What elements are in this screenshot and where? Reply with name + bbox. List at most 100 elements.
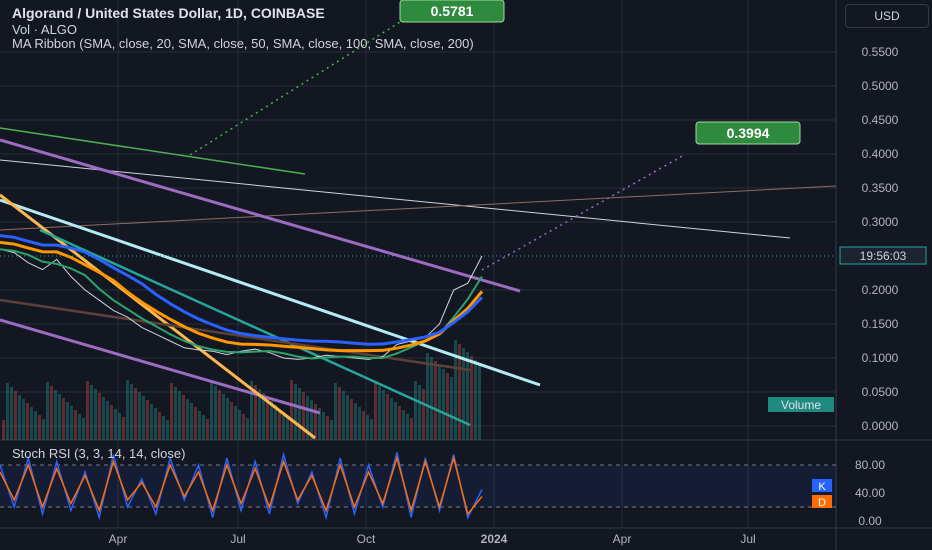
- volume-bar: [142, 396, 145, 440]
- volume-bar: [394, 402, 397, 440]
- ma-line-2: [0, 234, 484, 346]
- ma-line-0: [0, 248, 483, 360]
- volume-bar: [478, 364, 481, 440]
- volume-bar: [402, 410, 405, 440]
- volume-bar: [458, 344, 461, 440]
- volume-bar: [234, 406, 237, 440]
- volume-bar: [214, 386, 217, 440]
- time-axis-label: Apr: [613, 532, 632, 546]
- volume-bar: [346, 395, 349, 440]
- time-axis-label: Oct: [357, 532, 376, 546]
- volume-bar: [350, 399, 353, 440]
- volume-bar: [450, 377, 453, 440]
- volume-bar: [114, 409, 117, 440]
- volume-bar: [78, 414, 81, 440]
- volume-bar: [278, 409, 281, 440]
- volume-bar: [462, 348, 465, 440]
- volume-bar: [14, 391, 17, 440]
- countdown-timer: 19:56:03: [860, 249, 907, 263]
- volume-bar: [314, 404, 317, 440]
- price-tick-label: 0.3500: [862, 181, 899, 195]
- volume-bar: [334, 383, 337, 440]
- time-axis-label: Jul: [230, 532, 245, 546]
- volume-bar: [30, 407, 33, 440]
- volume-bar: [154, 408, 157, 440]
- ma-line-1: [0, 240, 484, 353]
- price-tick-label: 0.1000: [862, 351, 899, 365]
- time-axis-label: 2024: [481, 532, 508, 546]
- volume-bar: [198, 411, 201, 440]
- target-callout-box: [399, 0, 505, 23]
- target-callout-label: 0.5781: [431, 3, 474, 19]
- volume-tag-label: Volume: [781, 398, 821, 412]
- volume-bar: [46, 382, 49, 440]
- volume-bar: [398, 406, 401, 440]
- volume-bar: [6, 383, 9, 440]
- volume-bar: [42, 419, 45, 440]
- volume-bar: [382, 390, 385, 440]
- volume-bar: [54, 390, 57, 440]
- stoch-tick-label: 40.00: [855, 486, 885, 500]
- price-tick-label: 0.2000: [862, 283, 899, 297]
- price-tick-label: 0.1500: [862, 317, 899, 331]
- volume-bar: [210, 382, 213, 440]
- volume-bar: [138, 392, 141, 440]
- volume-bar: [358, 407, 361, 440]
- volume-bar: [266, 397, 269, 440]
- stoch-d-label: D: [818, 497, 826, 509]
- volume-bar: [258, 389, 261, 440]
- volume-bar: [38, 415, 41, 440]
- volume-bar: [474, 360, 477, 440]
- volume-bar: [362, 411, 365, 440]
- stoch-tick-label: 80.00: [855, 458, 885, 472]
- volume-bar: [126, 380, 129, 440]
- volume-bar: [442, 369, 445, 440]
- stoch-tick-label: 0.00: [858, 514, 882, 528]
- price-tick-label: 0.4000: [862, 147, 899, 161]
- volume-bar: [174, 387, 177, 440]
- trend-line-0: [0, 127, 306, 175]
- stoch-d-tag: [812, 495, 832, 508]
- volume-bar: [418, 385, 421, 440]
- ma-ribbon-legend: MA Ribbon (SMA, close, 20, SMA, close, 5…: [12, 36, 474, 51]
- volume-bar: [226, 398, 229, 440]
- price-tick-label: 0.0000: [862, 419, 899, 433]
- volume-bar: [178, 391, 181, 440]
- volume-bar: [146, 400, 149, 440]
- volume-bar: [206, 419, 209, 440]
- volume-bar: [50, 386, 53, 440]
- volume-bar: [2, 420, 5, 440]
- volume-bar: [62, 398, 65, 440]
- volume-bar: [262, 393, 265, 440]
- volume-bar: [118, 413, 121, 440]
- volume-bar: [230, 402, 233, 440]
- currency-button[interactable]: USD: [845, 4, 929, 28]
- trend-line-3: [0, 138, 521, 293]
- volume-bar: [90, 385, 93, 440]
- volume-bar: [22, 399, 25, 440]
- volume-bar: [222, 394, 225, 440]
- volume-bar: [66, 402, 69, 440]
- volume-bar: [94, 389, 97, 440]
- volume-bar: [322, 412, 325, 440]
- volume-bar: [102, 397, 105, 440]
- volume-bar: [242, 414, 245, 440]
- volume-bar: [10, 387, 13, 440]
- trend-line-4: [0, 198, 541, 387]
- volume-bar: [414, 381, 417, 440]
- volume-bar: [130, 384, 133, 440]
- volume-bar: [390, 398, 393, 440]
- volume-bar: [194, 407, 197, 440]
- volume-bar: [202, 415, 205, 440]
- volume-bar: [110, 405, 113, 440]
- volume-bar: [290, 380, 293, 440]
- volume-bar: [82, 418, 85, 440]
- trend-line-2: [0, 185, 837, 231]
- volume-bar: [250, 381, 253, 440]
- price-tick-label: 0.5500: [862, 45, 899, 59]
- volume-legend: Vol · ALGO: [12, 22, 78, 37]
- volume-bar: [330, 420, 333, 440]
- current-price-badge: [839, 246, 927, 265]
- volume-bar: [426, 353, 429, 440]
